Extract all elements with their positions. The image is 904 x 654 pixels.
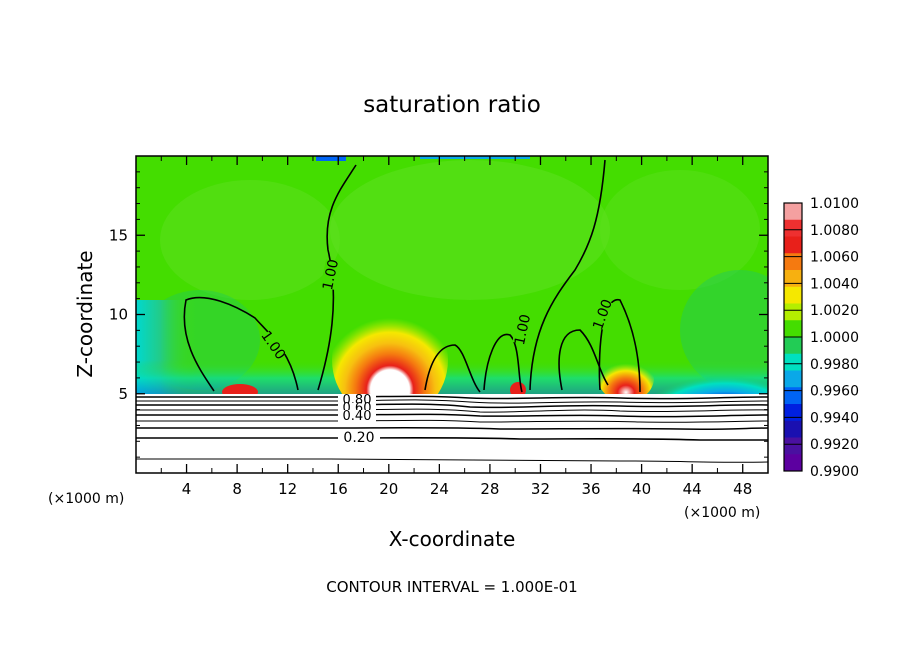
colorbar-swatch [784, 286, 802, 304]
x-tick-label: 48 [733, 480, 752, 498]
colorbar-label: 0.9900 [810, 464, 859, 480]
colorbar-swatch [784, 353, 802, 371]
colorbar-swatch [784, 337, 802, 355]
contour-interval: CONTOUR INTERVAL = 1.000E-01 [326, 578, 577, 596]
colorbar-label: 1.0020 [810, 303, 859, 319]
colorbar-label: 1.0040 [810, 276, 859, 292]
field-light-patch [600, 170, 760, 290]
x-tick-label: 40 [632, 480, 651, 498]
contour-label-group: 1.00 1.00 1.00 1.00 0.80 0.60 0.40 0.20 [257, 258, 616, 446]
x-tick-label: 12 [278, 480, 297, 498]
colorbar-label: 0.9920 [810, 437, 859, 453]
colorbar-label: 1.0060 [810, 250, 859, 266]
top-speck [420, 156, 530, 159]
contour-label: 1.00 [320, 258, 342, 292]
lower-contours [136, 395, 768, 463]
x-tick-label: 28 [480, 480, 499, 498]
colorbar-swatch [784, 253, 802, 271]
y-tick-label: 5 [118, 385, 128, 403]
colorbar-label: 0.9960 [810, 384, 859, 400]
y-axis-title: Z-coordinate [73, 250, 97, 377]
y-tick-label: 10 [109, 306, 128, 324]
colorbar-label: 1.0100 [810, 196, 859, 212]
colorbar-swatch [784, 370, 802, 388]
contour-label: 0.20 [343, 430, 374, 446]
x-tick-label: 16 [329, 480, 348, 498]
colorbar-label: 1.0080 [810, 223, 859, 239]
x-tick-label: 4 [182, 480, 192, 498]
x-tick-label: 44 [683, 480, 702, 498]
x-axis-title: X-coordinate [389, 527, 516, 551]
colorbar-label: 0.9980 [810, 357, 859, 373]
field-light-patch [330, 160, 610, 300]
x-tick-label: 36 [581, 480, 600, 498]
x-unit-right: (×1000 m) [684, 505, 760, 521]
colorbar-swatch [784, 320, 802, 338]
contour-label: 1.00 [512, 313, 534, 347]
colorbar-swatch [784, 437, 802, 455]
x-tick-label: 24 [430, 480, 449, 498]
top-speck [316, 156, 346, 161]
colorbar-swatch [784, 387, 802, 405]
hotspot-x20 [332, 300, 448, 420]
colorbar-swatch [784, 404, 802, 422]
heatmap-field: 1.00 1.00 1.00 1.00 0.80 0.60 0.40 0.20 [136, 156, 768, 473]
colorbar-swatch [784, 219, 802, 237]
chart-title: saturation ratio [363, 92, 541, 118]
x-unit-left: (×1000 m) [48, 491, 124, 507]
y-axis-ticks: 5 10 15 [109, 171, 768, 458]
y-tick-label: 15 [109, 226, 128, 244]
colorbar-swatch [784, 203, 802, 221]
contour-label: 0.40 [343, 409, 372, 424]
colorbar-swatch [784, 270, 802, 288]
x-tick-label: 32 [531, 480, 550, 498]
colorbar-swatch [784, 454, 802, 472]
colorbar: 1.0100 1.0080 1.0060 1.0040 1.0020 1.0000 0.99… [783, 196, 859, 480]
colorbar-label: 0.9940 [810, 410, 859, 426]
colorbar-swatch [784, 303, 802, 321]
colorbar-swatch [784, 420, 802, 438]
x-tick-label: 8 [232, 480, 242, 498]
x-axis-ticks: 4 8 12 16 20 24 28 32 36 40 44 48 [160, 156, 752, 498]
x-tick-label: 20 [379, 480, 398, 498]
field-light-patch [160, 180, 340, 300]
colorbar-swatch [784, 236, 802, 254]
colorbar-label: 1.0000 [810, 330, 859, 346]
